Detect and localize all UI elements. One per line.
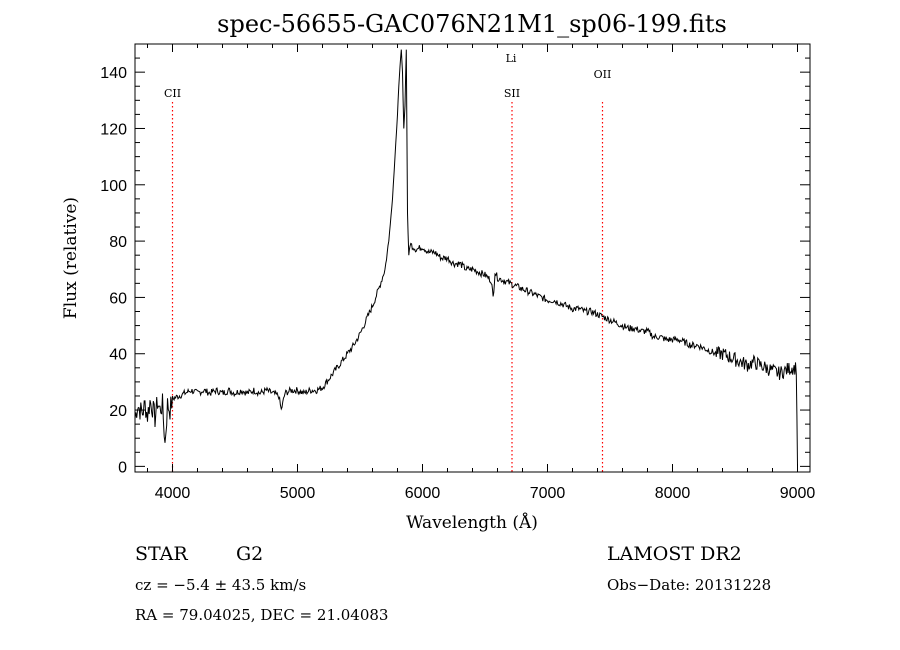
x-tick-label: 5000 [280,485,316,502]
marker-label-cii: CII [164,87,181,100]
plot-frame [134,43,811,473]
chart-title: spec-56655-GAC076N21M1_sp06-199.fits [217,10,727,38]
spectral-line-labels: CII SII Li OII [164,52,611,100]
x-tick-label: 9000 [780,485,816,502]
y-axis-label: Flux (relative) [61,197,81,319]
x-tick-label: 4000 [155,485,191,502]
spectrum-line [134,49,798,467]
x-axis-ticks: 4000 5000 6000 7000 8000 9000 [147,44,816,502]
cz-value: cz = −5.4 ± 43.5 km/s [135,576,306,594]
y-tick-label: 0 [118,459,127,476]
spectral-line-markers [171,102,604,472]
marker-label-li: Li [506,52,517,65]
y-tick-label: 20 [109,403,127,420]
subclass: G2 [236,543,263,565]
marker-label-oii: OII [594,68,612,81]
x-tick-label: 8000 [655,485,691,502]
x-tick-label: 6000 [405,485,441,502]
object-class: STAR [135,543,188,565]
y-tick-label: 80 [109,234,127,251]
x-axis-label: Wavelength (Å) [406,512,538,533]
y-axis-ticks: 0 20 40 60 80 100 120 140 [100,57,810,476]
obs-date: Obs−Date: 20131228 [607,576,771,594]
x-tick-label: 7000 [530,485,566,502]
y-tick-label: 120 [100,121,127,138]
y-tick-label: 140 [100,65,127,82]
coordinates: RA = 79.04025, DEC = 21.04083 [135,606,388,624]
marker-label-sii: SII [504,87,520,100]
y-tick-label: 40 [109,347,127,364]
y-tick-label: 100 [100,178,127,195]
y-tick-label: 60 [109,290,127,307]
survey-name: LAMOST DR2 [607,543,742,565]
